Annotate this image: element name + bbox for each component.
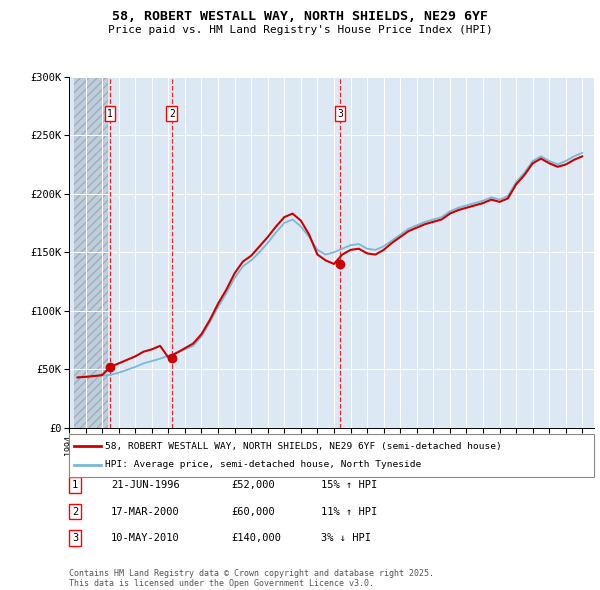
Text: Price paid vs. HM Land Registry's House Price Index (HPI): Price paid vs. HM Land Registry's House … bbox=[107, 25, 493, 35]
Text: 58, ROBERT WESTALL WAY, NORTH SHIELDS, NE29 6YF: 58, ROBERT WESTALL WAY, NORTH SHIELDS, N… bbox=[112, 10, 488, 23]
Text: 11% ↑ HPI: 11% ↑ HPI bbox=[321, 507, 377, 516]
Text: 1: 1 bbox=[107, 109, 113, 119]
Text: HPI: Average price, semi-detached house, North Tyneside: HPI: Average price, semi-detached house,… bbox=[105, 460, 421, 469]
Text: £52,000: £52,000 bbox=[231, 480, 275, 490]
Text: 21-JUN-1996: 21-JUN-1996 bbox=[111, 480, 180, 490]
Bar bbox=[74, 77, 108, 428]
Text: 3: 3 bbox=[72, 533, 78, 543]
Text: 15% ↑ HPI: 15% ↑ HPI bbox=[321, 480, 377, 490]
Text: £140,000: £140,000 bbox=[231, 533, 281, 543]
Text: 2: 2 bbox=[169, 109, 175, 119]
Text: Contains HM Land Registry data © Crown copyright and database right 2025.
This d: Contains HM Land Registry data © Crown c… bbox=[69, 569, 434, 588]
Text: 10-MAY-2010: 10-MAY-2010 bbox=[111, 533, 180, 543]
Text: 2: 2 bbox=[72, 507, 78, 516]
Text: £60,000: £60,000 bbox=[231, 507, 275, 516]
Text: 1: 1 bbox=[72, 480, 78, 490]
Text: 58, ROBERT WESTALL WAY, NORTH SHIELDS, NE29 6YF (semi-detached house): 58, ROBERT WESTALL WAY, NORTH SHIELDS, N… bbox=[105, 442, 502, 451]
Text: 3: 3 bbox=[337, 109, 343, 119]
Text: 3% ↓ HPI: 3% ↓ HPI bbox=[321, 533, 371, 543]
Text: 17-MAR-2000: 17-MAR-2000 bbox=[111, 507, 180, 516]
